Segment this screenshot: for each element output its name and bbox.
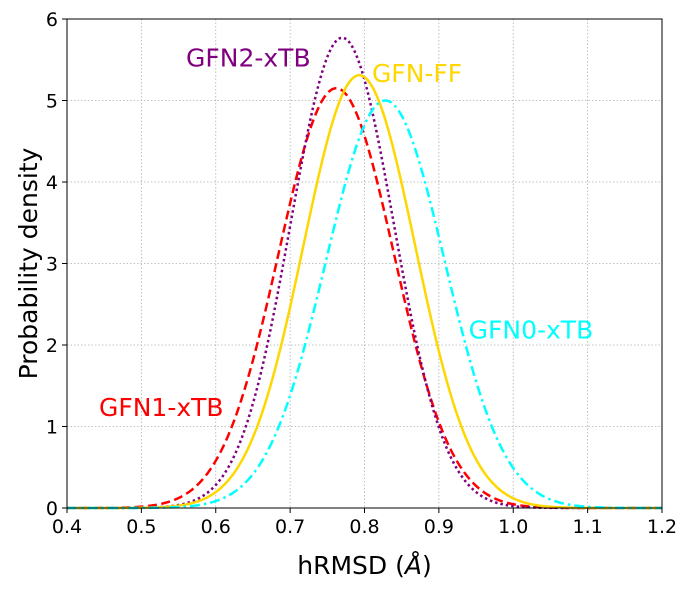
x-tick-label: 0.6	[201, 516, 231, 538]
annotation-gfn1-xtb: GFN1-xTB	[99, 393, 224, 422]
x-tick-label: 0.5	[126, 516, 156, 538]
annotation-gfn2-xtb: GFN2-xTB	[186, 43, 311, 72]
x-tick-label: 1.1	[573, 516, 603, 538]
y-tick-label: 0	[46, 498, 58, 520]
annotations: GFN2-xTB GFN-FF GFN0-xTB GFN1-xTB	[99, 43, 593, 422]
grid	[66, 18, 663, 509]
series-gfn2-xtb-line	[67, 36, 662, 510]
x-axis-title: hRMSD (Å)	[297, 551, 431, 580]
series-group	[67, 36, 662, 510]
x-tick-label: 0.4	[52, 516, 82, 538]
y-tick-label: 2	[46, 335, 58, 357]
axis-ticks: 0.4 0.5 0.6 0.7 0.8 0.9 1.0 1.1 1.2 0 1 2 3 4 5 6	[46, 9, 677, 538]
y-axis-title: Probability density	[14, 147, 43, 379]
annotation-gfn-ff: GFN-FF	[372, 59, 462, 88]
series-gfn1-xtb-line	[67, 87, 662, 510]
y-tick-label: 6	[46, 9, 58, 31]
series-gfn-ff-line	[67, 74, 662, 510]
x-tick-label: 0.8	[349, 516, 379, 538]
x-tick-label: 0.9	[424, 516, 454, 538]
y-tick-label: 1	[46, 417, 58, 439]
y-tick-label: 5	[46, 91, 58, 113]
annotation-gfn0-xtb: GFN0-xTB	[469, 315, 594, 344]
series-gfn0-xtb-line	[67, 99, 662, 510]
y-tick-label: 4	[46, 172, 58, 194]
x-tick-label: 1.0	[498, 516, 528, 538]
x-tick-label: 1.2	[647, 516, 677, 538]
x-tick-label: 0.7	[275, 516, 305, 538]
y-tick-label: 3	[46, 254, 58, 276]
